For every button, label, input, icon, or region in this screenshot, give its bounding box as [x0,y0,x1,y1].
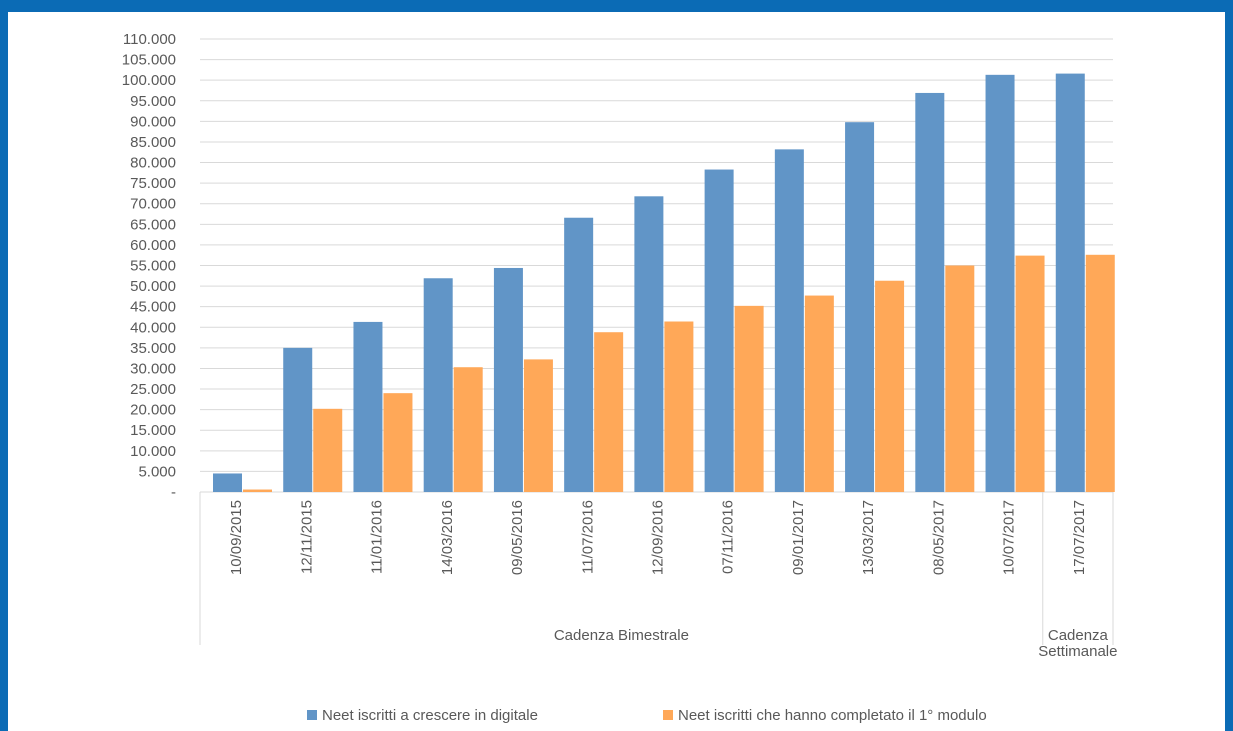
bar-series-2 [243,489,272,492]
x-tick-label: 09/05/2016 [509,500,526,575]
y-tick-label: 85.000 [130,134,176,151]
x-tick-label: 09/01/2017 [790,500,807,575]
y-tick-label: 30.000 [130,360,176,377]
x-tick-label: 11/01/2016 [369,500,386,574]
y-tick-label: 110.000 [123,31,176,48]
group-label: Cadenza Bimestrale [554,627,689,644]
bar-series-2 [383,393,413,492]
bar-series-1 [493,267,523,492]
bar-series-1 [634,196,664,492]
group-label: Settimanale [1038,643,1117,660]
x-tick-label: 14/03/2016 [439,500,456,575]
bar-series-1 [774,149,804,492]
x-tick-label: 10/07/2017 [1001,500,1018,575]
y-tick-label: 40.000 [130,319,176,336]
x-tick-label: 10/09/2015 [228,500,245,575]
bar-series-2 [453,367,483,492]
bar-series-2 [875,280,905,492]
y-tick-label: 90.000 [130,113,176,130]
y-tick-label: 100.000 [122,72,176,89]
y-tick-label: 10.000 [130,443,176,460]
y-tick-label: 45.000 [130,299,176,316]
x-tick-label: 11/07/2016 [579,500,596,574]
x-tick-label: 17/07/2017 [1071,500,1088,575]
x-tick-label: 07/11/2016 [720,500,737,574]
y-tick-label: 55.000 [130,258,176,275]
y-tick-label: 50.000 [130,278,176,295]
x-tick-label: 12/11/2015 [298,500,315,574]
y-tick-label: 105.000 [122,52,176,69]
y-tick-label: 25.000 [130,381,176,398]
bar-series-1 [915,92,945,492]
bar-series-2 [1015,255,1045,492]
legend-label-series-1: Neet iscritti a crescere in digitale [322,706,538,724]
bar-series-2 [804,295,834,492]
bar-series-1 [423,278,453,492]
y-tick-label: 80.000 [130,155,176,172]
y-tick-label: 5.000 [138,463,176,480]
legend-item-series-1: Neet iscritti a crescere in digitale [307,705,538,725]
bar-series-2 [664,321,694,492]
y-tick-label: - [171,484,176,501]
bar-series-2 [594,332,624,492]
bar-series-2 [313,408,343,492]
legend-label-series-2: Neet iscritti che hanno completato il 1°… [678,706,987,724]
legend-swatch-blue [307,710,317,720]
group-label: Cadenza [1048,627,1109,644]
y-tick-label: 70.000 [130,196,176,213]
bar-series-1 [353,321,383,492]
legend-item-series-2: Neet iscritti che hanno completato il 1°… [663,705,987,725]
bar-series-1 [213,473,242,492]
bar-series-2 [1085,254,1115,492]
y-tick-label: 20.000 [130,402,176,419]
bar-series-2 [734,305,764,492]
legend-swatch-orange [663,710,673,720]
bar-series-1 [283,347,313,492]
bar-series-2 [523,359,553,492]
y-tick-label: 75.000 [130,175,176,192]
bar-series-1 [564,217,594,492]
bar-series-2 [945,265,975,492]
y-tick-label: 95.000 [130,93,176,110]
x-tick-label: 08/05/2017 [930,500,947,575]
y-tick-label: 35.000 [130,340,176,357]
x-tick-label: 13/03/2017 [860,500,877,575]
y-tick-label: 65.000 [130,216,176,233]
bar-series-1 [704,169,734,492]
x-tick-label: 12/09/2016 [650,500,667,575]
y-tick-label: 60.000 [130,237,176,254]
bar-series-1 [845,122,875,493]
y-tick-label: 15.000 [130,422,176,439]
bar-series-1 [985,74,1015,492]
bar-series-1 [1055,73,1085,493]
